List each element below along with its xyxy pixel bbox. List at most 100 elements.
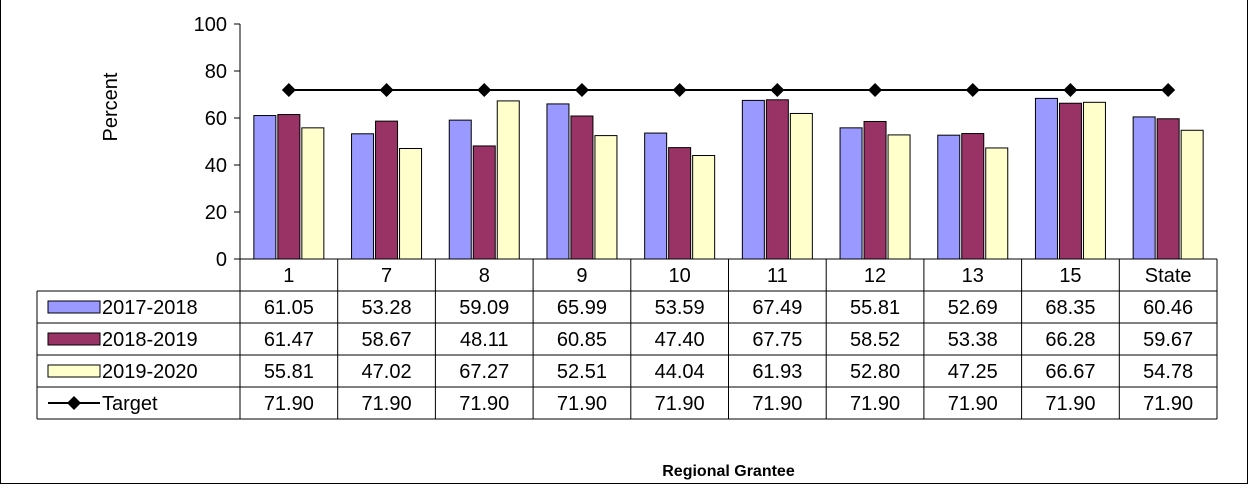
data-label: 71.90 [459, 393, 509, 415]
legend-key-2018-2019 [47, 332, 101, 346]
data-label: 71.90 [655, 393, 705, 415]
data-label: 68.35 [1045, 297, 1095, 319]
legend-marker-Target [67, 396, 81, 410]
legend-label-2019-2020: 2019-2020 [102, 361, 198, 383]
data-label: 61.93 [752, 361, 802, 383]
bar-2018-2019-8 [472, 145, 496, 260]
y-tick-label: 80 [205, 61, 227, 83]
data-label: 59.09 [459, 297, 509, 319]
data-label: 59.67 [1143, 329, 1193, 351]
x-category-label: 1 [283, 265, 294, 287]
bar-2018-2019-State [1156, 118, 1180, 260]
data-label: 52.51 [557, 361, 607, 383]
bar-2017-2018-9 [546, 103, 570, 260]
data-label: 71.90 [1045, 393, 1095, 415]
bar-2018-2019-15 [1058, 102, 1082, 260]
data-label: 53.59 [655, 297, 705, 319]
data-label: 55.81 [264, 361, 314, 383]
bar-2017-2018-State [1132, 116, 1156, 260]
x-category-label: 15 [1059, 265, 1081, 287]
data-label: 66.67 [1045, 361, 1095, 383]
data-label: 58.67 [362, 329, 412, 351]
bar-2018-2019-10 [668, 147, 692, 260]
y-tick-label: 100 [194, 14, 227, 36]
y-tick-label: 40 [205, 155, 227, 177]
bar-2018-2019-12 [863, 120, 887, 260]
data-label: 53.28 [362, 297, 412, 319]
bar-2019-2020-15 [1082, 101, 1106, 260]
x-category-label: 10 [669, 265, 691, 287]
data-label: 65.99 [557, 297, 607, 319]
bar-2017-2018-11 [741, 99, 765, 260]
bar-2019-2020-State [1180, 129, 1204, 260]
bar-2018-2019-11 [765, 99, 789, 260]
x-axis-label: Regional Grantee [662, 463, 795, 480]
point-Target-8 [477, 83, 492, 98]
y-tick-label: 20 [205, 202, 227, 224]
point-Target-State [1161, 83, 1176, 98]
point-Target-9 [574, 83, 589, 98]
legend-key-2019-2020 [47, 364, 101, 378]
data-label: 48.11 [460, 329, 509, 351]
point-Target-11 [770, 83, 785, 98]
x-category-label: 9 [576, 265, 587, 287]
bar-2019-2020-10 [692, 155, 716, 260]
data-label: 71.90 [752, 393, 802, 415]
data-label: 47.02 [362, 361, 412, 383]
bar-2017-2018-8 [448, 119, 472, 260]
x-category-label: State [1145, 265, 1192, 287]
data-label: 55.81 [850, 297, 900, 319]
data-label: 61.05 [264, 297, 314, 319]
data-label: 67.75 [752, 329, 802, 351]
data-label: 60.85 [557, 329, 607, 351]
data-label: 54.78 [1143, 361, 1193, 383]
data-label: 67.49 [752, 297, 802, 319]
y-axis-label: Percent [100, 72, 122, 141]
point-Target-13 [965, 83, 980, 98]
data-label: 71.90 [362, 393, 412, 415]
point-Target-12 [868, 83, 883, 98]
bar-2019-2020-9 [594, 135, 618, 260]
bar-2019-2020-11 [789, 112, 813, 260]
legend-label-2017-2018: 2017-2018 [102, 297, 198, 319]
legend-label-2018-2019: 2018-2019 [102, 329, 198, 351]
legend-label-Target: Target [102, 393, 158, 415]
x-category-label: 12 [864, 265, 886, 287]
bar-2017-2018-12 [839, 127, 863, 260]
bar-2017-2018-1 [253, 115, 277, 260]
point-Target-10 [672, 83, 687, 98]
point-Target-7 [379, 83, 394, 98]
bar-2017-2018-10 [644, 132, 668, 260]
point-Target-15 [1063, 83, 1078, 98]
data-label: 61.47 [264, 329, 314, 351]
data-label: 67.27 [459, 361, 509, 383]
bar-2019-2020-7 [399, 148, 423, 260]
y-tick-label: 60 [205, 108, 227, 130]
x-category-label: 8 [479, 265, 490, 287]
bar-2019-2020-13 [985, 147, 1009, 260]
data-label: 60.46 [1143, 297, 1193, 319]
data-label: 58.52 [850, 329, 900, 351]
bar-2019-2020-8 [496, 100, 520, 260]
bar-2017-2018-15 [1034, 97, 1058, 260]
bar-2019-2020-1 [301, 127, 325, 260]
data-label: 44.04 [655, 361, 705, 383]
x-category-label: 7 [381, 265, 392, 287]
bar-2017-2018-7 [351, 133, 375, 260]
bar-2019-2020-12 [887, 134, 911, 260]
x-category-label: 11 [767, 265, 788, 287]
data-label: 47.40 [655, 329, 705, 351]
data-label: 71.90 [1143, 393, 1193, 415]
point-Target-1 [281, 83, 296, 98]
bar-2018-2019-13 [961, 133, 985, 260]
data-label: 53.38 [948, 329, 998, 351]
data-label: 71.90 [264, 393, 314, 415]
legend-key-2017-2018 [47, 300, 101, 314]
data-label: 71.90 [557, 393, 607, 415]
x-category-label: 13 [962, 265, 984, 287]
data-label: 47.25 [948, 361, 998, 383]
data-label: 66.28 [1045, 329, 1095, 351]
data-label: 52.80 [850, 361, 900, 383]
